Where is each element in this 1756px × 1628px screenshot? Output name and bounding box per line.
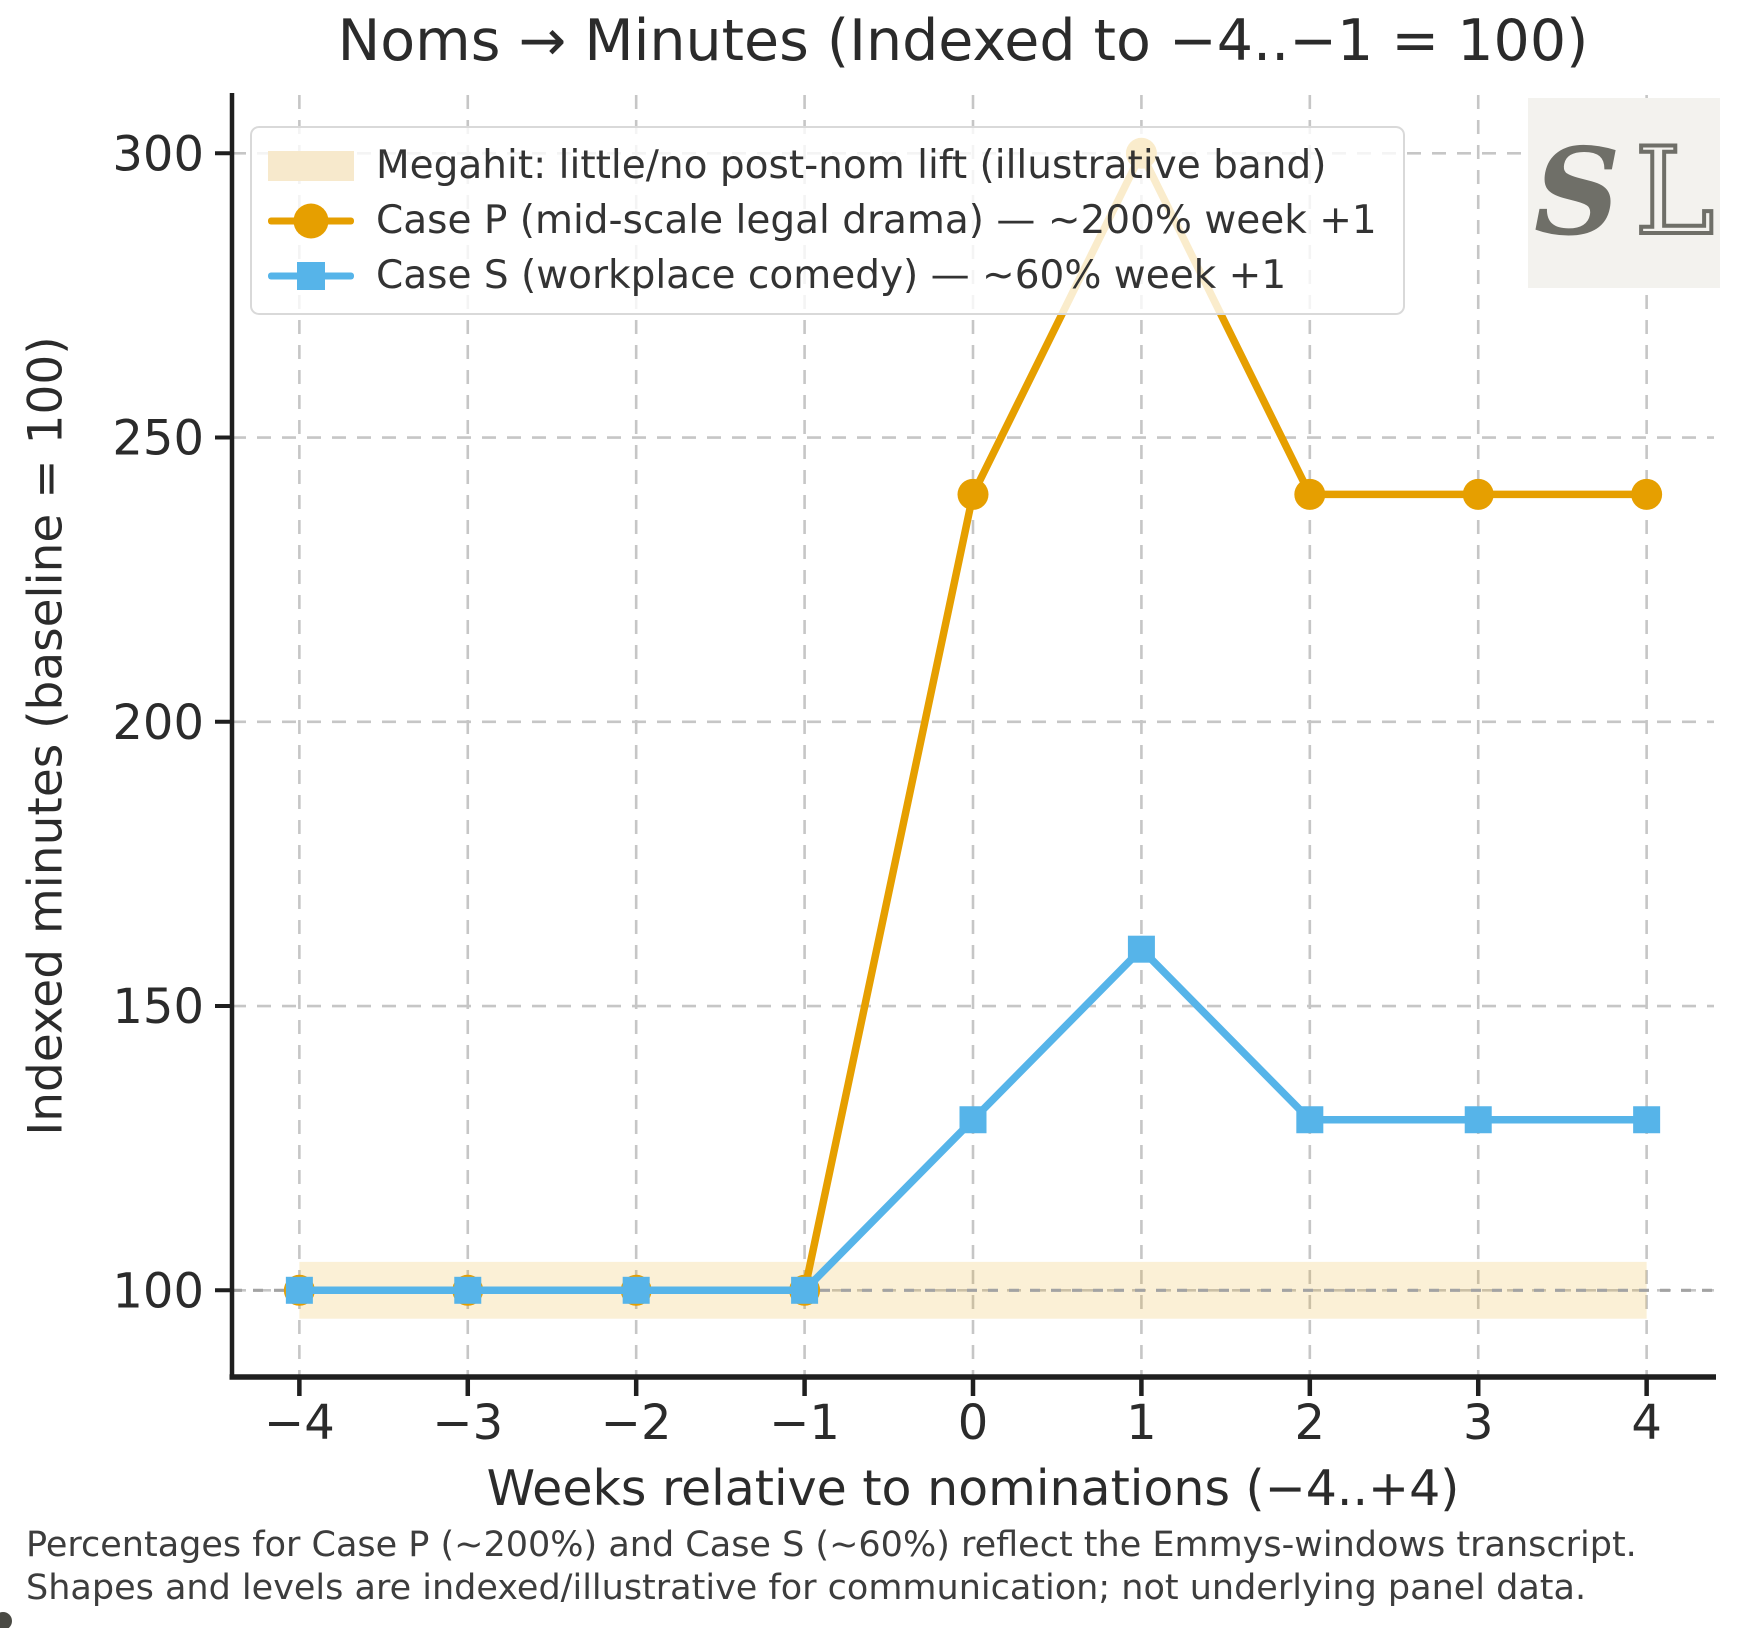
case-p-marker — [1631, 478, 1663, 510]
case-s-marker — [454, 1276, 482, 1304]
x-tick-label: −4 — [264, 1395, 335, 1451]
legend-item-case-p: Case P (mid-scale legal drama) — ~200% w… — [268, 197, 1377, 244]
footnote-line-1: Percentages for Case P (~200%) and Case … — [26, 1525, 1637, 1565]
band-swatch-icon — [268, 146, 354, 186]
footnote-line-2: Shapes and levels are indexed/illustrati… — [26, 1567, 1587, 1608]
legend-item-megahit-band: Megahit: little/no post-nom lift (illust… — [268, 142, 1377, 189]
y-tick-label: 300 — [112, 126, 204, 182]
case-s-marker — [1127, 935, 1155, 963]
y-tick-label: 100 — [112, 1263, 204, 1319]
x-tick-label: 0 — [958, 1395, 989, 1451]
legend-item-case-s: Case S (workplace comedy) — ~60% week +1 — [268, 252, 1377, 299]
y-tick-label: 250 — [112, 411, 204, 467]
y-tick-label: 200 — [112, 695, 204, 751]
case-s-marker — [1296, 1106, 1324, 1134]
case-s-marker — [1464, 1106, 1492, 1134]
y-tick-label: 150 — [112, 979, 204, 1035]
x-tick-label: −1 — [769, 1395, 840, 1451]
watermark-letter-l: L — [1632, 123, 1716, 262]
x-tick-label: −3 — [432, 1395, 503, 1451]
sl-watermark-logo: S L — [1528, 98, 1720, 288]
case-s-marker — [285, 1276, 313, 1304]
legend-label-case-s: Case S (workplace comedy) — ~60% week +1 — [376, 253, 1287, 298]
x-axis-label: Weeks relative to nominations (−4..+4) — [486, 1460, 1460, 1517]
case-p-marker — [1462, 478, 1494, 510]
legend-label-megahit: Megahit: little/no post-nom lift (illust… — [376, 143, 1327, 188]
case-s-marker — [622, 1276, 650, 1304]
chart-title: Noms → Minutes (Indexed to −4..−1 = 100) — [337, 8, 1589, 74]
x-tick-label: 1 — [1126, 1395, 1157, 1451]
case-s-marker — [791, 1276, 819, 1304]
case-p-marker — [1294, 478, 1326, 510]
case-p-marker — [957, 478, 989, 510]
footnote: Percentages for Case P (~200%) and Case … — [26, 1524, 1637, 1609]
case-s-marker — [1633, 1106, 1661, 1134]
x-tick-label: −2 — [601, 1395, 672, 1451]
x-tick-label: 4 — [1631, 1395, 1662, 1451]
case-p-line-marker-icon — [268, 201, 354, 241]
case-s-line-marker-icon — [268, 256, 354, 296]
stray-mark — [0, 1612, 12, 1628]
legend: Megahit: little/no post-nom lift (illust… — [250, 126, 1405, 315]
x-tick-label: 2 — [1295, 1395, 1326, 1451]
x-tick-label: 3 — [1463, 1395, 1494, 1451]
case-s-marker — [959, 1106, 987, 1134]
legend-label-case-p: Case P (mid-scale legal drama) — ~200% w… — [376, 198, 1377, 243]
watermark-letter-s: S — [1533, 122, 1621, 263]
